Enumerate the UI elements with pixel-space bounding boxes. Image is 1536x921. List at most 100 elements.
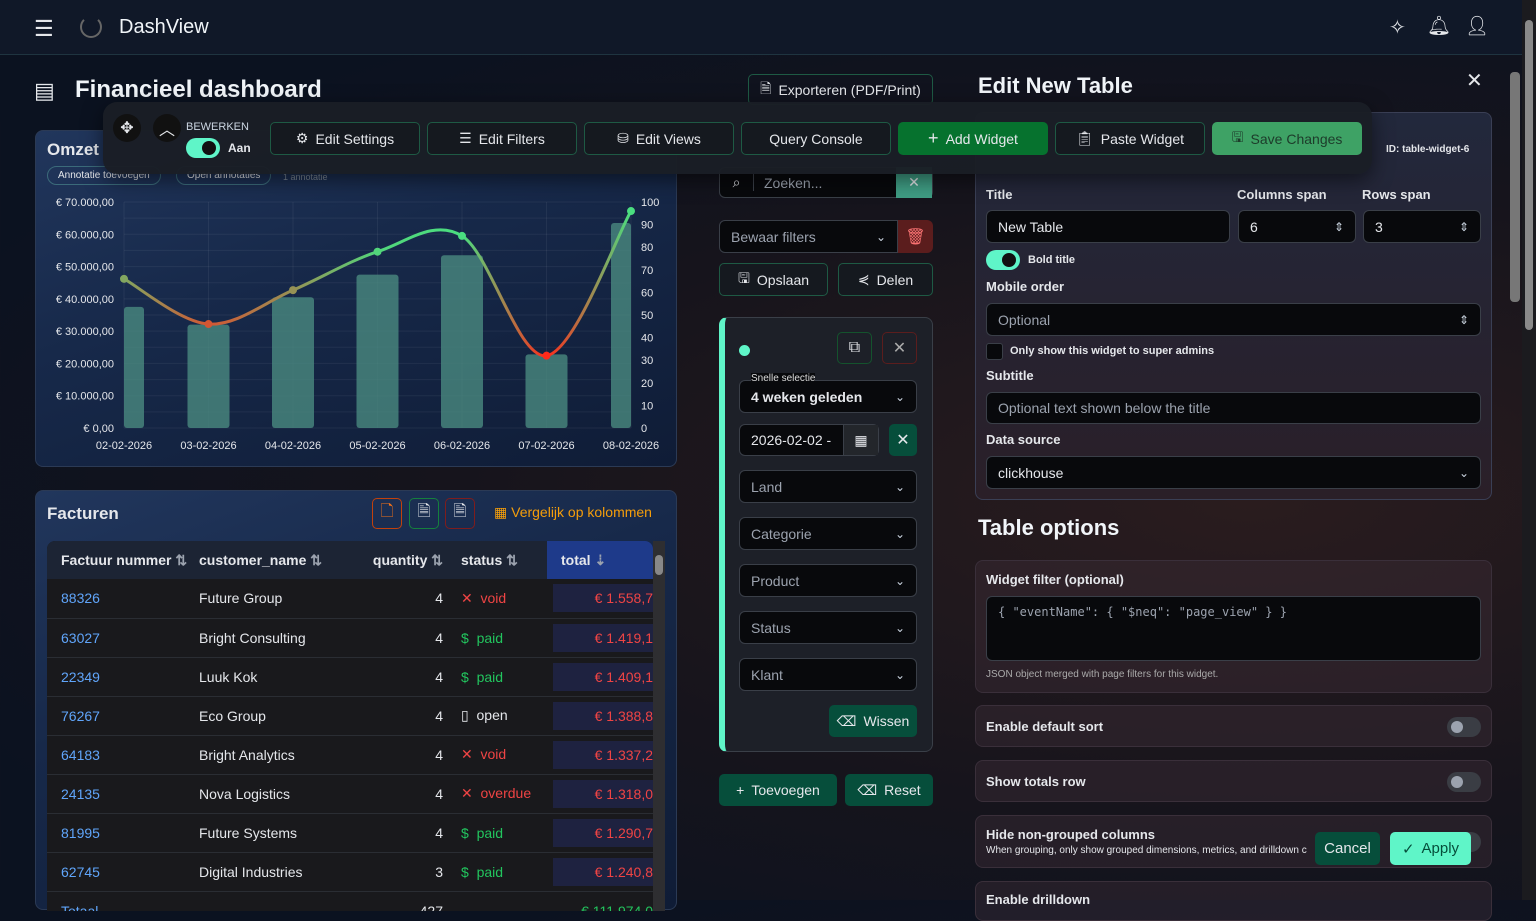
menu-icon[interactable]: ☰ [34, 16, 54, 41]
right-tick-label: 0 [641, 423, 647, 435]
table-row[interactable]: 81995 Future Systems 4 $ paid € 1.290,7 [47, 813, 653, 853]
save-filters-button[interactable]: 🖫 Opslaan [719, 263, 828, 296]
bell-icon[interactable]: 🔔︎ [1427, 16, 1452, 37]
columns-span-label: Columns span [1237, 187, 1327, 202]
table-row[interactable]: 22349 Luuk Kok 4 $ paid € 1.409,1 [47, 657, 653, 697]
widget-id: ID: table-widget-6 [1386, 144, 1470, 155]
date-range-input[interactable]: 2026-02-02 - ▦ [739, 424, 879, 456]
right-tick-label: 90 [641, 220, 653, 232]
status-dot [739, 345, 750, 356]
query-console-button[interactable]: Query Console [741, 122, 891, 155]
table-row[interactable]: 76267 Eco Group 4 ▯ open € 1.388,8 [47, 696, 653, 736]
trash-icon[interactable]: 🗑︎ [898, 220, 933, 253]
column-header-total[interactable]: total ⇣ [547, 541, 653, 579]
duplicate-icon[interactable]: ⧉ [837, 332, 872, 364]
right-tick-label: 30 [641, 355, 653, 367]
panel-scrollbar[interactable] [1510, 60, 1520, 900]
table-row[interactable]: 62745 Digital Industries 3 $ paid € 1.24… [47, 852, 653, 892]
close-icon[interactable]: ✕ [882, 332, 917, 364]
table-row[interactable]: 63027 Bright Consulting 4 $ paid € 1.419… [47, 618, 653, 658]
page-scrollbar[interactable] [1522, 0, 1536, 900]
save-icon: 🖫 [737, 269, 750, 286]
check-icon: ✓ [1401, 840, 1415, 858]
invoice-link[interactable]: 76267 [47, 696, 199, 736]
export-button[interactable]: 🗎 Exporteren (PDF/Print) [748, 74, 933, 105]
invoice-link[interactable]: 64183 [47, 735, 199, 775]
close-editor-icon[interactable]: ✕ [1466, 70, 1483, 92]
save-changes-button[interactable]: 🖫 Save Changes [1212, 122, 1362, 155]
columns-span-stepper[interactable]: 6 ⇕ [1238, 210, 1356, 243]
super-admin-checkbox[interactable] [986, 343, 1003, 360]
clipboard-icon: 📋︎ [1075, 130, 1094, 146]
table-row[interactable]: 88326 Future Group 4 ✕ void € 1.558,7 [47, 579, 653, 619]
mobile-order-input[interactable]: Optional ⇕ [986, 303, 1481, 336]
gear-icon: ⚙ [295, 130, 309, 146]
invoice-link[interactable]: 22349 [47, 657, 199, 697]
status-cell: ✕ void [443, 735, 547, 775]
export-pdf-icon[interactable]: 🗎 [445, 498, 475, 529]
title-input[interactable]: New Table [986, 210, 1230, 243]
reset-button[interactable]: ⌫ Reset [845, 774, 933, 806]
add-widget-button[interactable]: + Add Widget [898, 122, 1048, 155]
edit-settings-button[interactable]: ⚙ Edit Settings [270, 122, 420, 155]
filter-select-product[interactable]: Product ⌄ [739, 564, 917, 597]
invoice-link[interactable]: 24135 [47, 774, 199, 814]
user-icon[interactable]: 👤︎ [1465, 16, 1490, 37]
eraser-icon: ⌫ [836, 712, 857, 729]
default-sort-toggle[interactable] [1447, 717, 1481, 737]
invoice-link[interactable]: 81995 [47, 813, 199, 853]
cancel-button[interactable]: Cancel [1315, 832, 1380, 865]
filter-select-klant[interactable]: Klant ⌄ [739, 658, 917, 691]
invoice-link[interactable]: 88326 [47, 579, 199, 619]
sparkle-icon[interactable]: ✧ [1389, 17, 1406, 39]
rows-span-stepper[interactable]: 3 ⇕ [1363, 210, 1481, 243]
stepper-icon: ⇕ [1333, 219, 1344, 234]
widget-filter-textarea[interactable]: { "eventName": { "$neq": "page_view" } } [986, 596, 1481, 661]
subtitle-input[interactable]: Optional text shown below the title [986, 392, 1481, 424]
column-header-quantity[interactable]: quantity ⇅ [372, 551, 443, 568]
filter-select-land[interactable]: Land ⌄ [739, 470, 917, 503]
x-icon: ✕ [461, 785, 473, 801]
filter-select-categorie[interactable]: Categorie ⌄ [739, 517, 917, 550]
edit-filters-button[interactable]: ☰ Edit Filters [427, 122, 577, 155]
add-filter-button[interactable]: + Toevoegen [719, 774, 837, 806]
total-cell: € 1.290,7 [547, 813, 653, 853]
apply-button[interactable]: ✓ Apply [1390, 832, 1471, 865]
column-header-customer[interactable]: customer_name ⇅ [199, 551, 323, 568]
x-icon: ✕ [461, 589, 473, 606]
dollar-icon: $ [461, 863, 469, 880]
column-header-invoice[interactable]: Factuur nummer ⇅ [61, 551, 188, 568]
export-csv-icon[interactable]: 🗋 [372, 498, 402, 529]
edit-views-button[interactable]: ⛁ Edit Views [584, 122, 734, 155]
sliders-icon: ☰ [459, 130, 472, 146]
table-scrollbar[interactable] [653, 541, 665, 911]
customer-cell: Nova Logistics [199, 774, 359, 814]
export-excel-icon[interactable]: 🗎 [409, 498, 439, 529]
share-button[interactable]: ⋞ Delen [838, 263, 933, 296]
drag-handle-icon[interactable]: ✥ [113, 114, 141, 142]
column-header-status[interactable]: status ⇅ [461, 551, 518, 568]
stepper-icon: ⇕ [1458, 219, 1469, 234]
saved-filters-select[interactable]: Bewaar filters ⌄ [719, 220, 898, 253]
paste-widget-button[interactable]: 📋︎ Paste Widget [1055, 122, 1205, 155]
collapse-icon[interactable]: ︿ [153, 114, 181, 142]
table-row[interactable]: 24135 Nova Logistics 4 ✕ overdue € 1.318… [47, 774, 653, 814]
quantity-cell: 4 [359, 813, 443, 853]
clear-date-icon[interactable]: ✕ [889, 424, 917, 456]
editor-title: Edit New Table [978, 73, 1133, 98]
data-source-select[interactable]: clickhouse ⌄ [986, 456, 1481, 489]
compare-columns-button[interactable]: ▦ Vergelijk op kolommen [494, 504, 652, 520]
clear-button[interactable]: ⌫ Wissen [829, 705, 917, 737]
edit-mode-toggle[interactable] [186, 138, 220, 158]
totals-row-toggle[interactable] [1447, 772, 1481, 792]
table-row[interactable]: 64183 Bright Analytics 4 ✕ void € 1.337,… [47, 735, 653, 775]
left-tick-label: € 60.000,00 [56, 229, 114, 241]
bold-title-toggle[interactable] [986, 250, 1020, 270]
invoice-link[interactable]: 63027 [47, 618, 199, 658]
grid-icon: ▦ [494, 504, 512, 520]
annotation-count: 1 annotatie [283, 172, 328, 182]
chevron-down-icon: ⌄ [875, 229, 886, 244]
filter-select-status[interactable]: Status ⌄ [739, 611, 917, 644]
quick-select[interactable]: 4 weken geleden ⌄ [739, 380, 917, 413]
invoice-link[interactable]: 62745 [47, 852, 199, 892]
